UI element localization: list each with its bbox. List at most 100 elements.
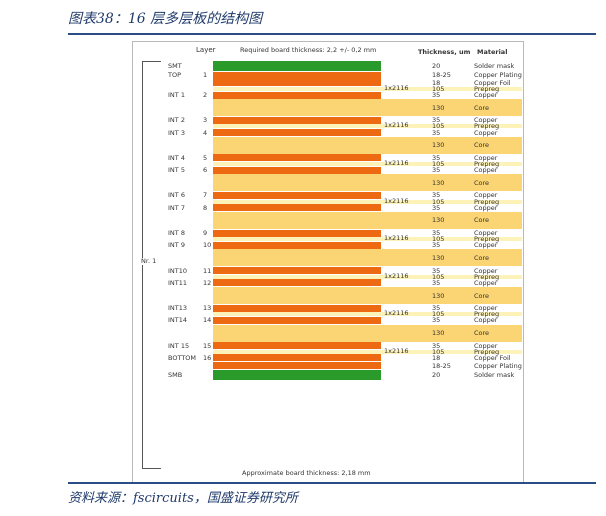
copper-bar bbox=[213, 362, 381, 370]
core-band bbox=[213, 136, 522, 154]
layer-number: 16 bbox=[203, 353, 212, 362]
thickness-value: 105 bbox=[432, 310, 445, 319]
required-thickness: Required board thickness: 2,2 +/- 0,2 mm bbox=[240, 46, 377, 54]
material-value: Core bbox=[474, 103, 490, 112]
material-value: Core bbox=[474, 178, 490, 187]
thickness-header: Thickness, um bbox=[418, 48, 471, 56]
material-value: Copper bbox=[474, 304, 498, 313]
material-value: Copper bbox=[474, 153, 498, 162]
prepreg-label: 1x2116 bbox=[384, 234, 409, 243]
prepreg-label: 1x2116 bbox=[384, 121, 409, 130]
layer-name: INT 6 bbox=[168, 191, 185, 200]
thickness-value: 35 bbox=[432, 166, 441, 175]
material-value: Copper bbox=[474, 316, 498, 325]
copper-bar bbox=[213, 354, 381, 362]
thickness-value: 35 bbox=[432, 91, 441, 100]
thickness-value: 105 bbox=[432, 235, 445, 244]
material-value: Copper bbox=[474, 278, 498, 287]
material-value: Prepreg bbox=[474, 197, 500, 206]
layer-number: 8 bbox=[203, 203, 208, 212]
thickness-value: 35 bbox=[432, 203, 441, 212]
thickness-value: 35 bbox=[432, 241, 441, 250]
copper-bar bbox=[213, 154, 381, 162]
layer-name: INT 5 bbox=[168, 166, 185, 175]
material-value: Prepreg bbox=[474, 160, 500, 169]
layer-number: 13 bbox=[203, 304, 212, 313]
thickness-value: 130 bbox=[432, 141, 445, 150]
layer-name: INT 4 bbox=[168, 153, 185, 162]
layer-name: INT10 bbox=[168, 266, 188, 275]
stack-label: Nr. 1 bbox=[140, 257, 158, 265]
copper-bar bbox=[213, 79, 381, 87]
material-value: Copper Foil bbox=[474, 78, 511, 87]
prepreg-band bbox=[213, 237, 522, 242]
material-value: Prepreg bbox=[474, 235, 500, 244]
copper-bar bbox=[213, 304, 381, 312]
layer-name: INT 8 bbox=[168, 229, 185, 238]
core-band bbox=[213, 287, 522, 304]
approx-thickness: Approximate board thickness: 2,18 mm bbox=[242, 469, 371, 477]
layer-number: 4 bbox=[203, 128, 208, 137]
core-band bbox=[213, 249, 522, 267]
thickness-value: 105 bbox=[432, 347, 445, 356]
material-value: Core bbox=[474, 253, 490, 262]
material-value: Copper Plating bbox=[474, 361, 522, 370]
prepreg-band bbox=[213, 86, 522, 91]
material-value: Copper bbox=[474, 203, 498, 212]
material-value: Copper bbox=[474, 191, 498, 200]
layer-number: 1 bbox=[203, 71, 208, 80]
source-note: 资料来源：fscircuits，国盛证券研究所 bbox=[68, 491, 298, 506]
prepreg-band bbox=[213, 349, 522, 354]
material-value: Solder mask bbox=[474, 62, 515, 70]
layer-name: INT 1 bbox=[168, 91, 185, 100]
thickness-value: 130 bbox=[432, 291, 445, 300]
material-value: Copper bbox=[474, 229, 498, 238]
layer-number: 12 bbox=[203, 278, 212, 287]
thickness-value: 130 bbox=[432, 103, 445, 112]
prepreg-label: 1x2116 bbox=[384, 83, 409, 92]
layer-number: 6 bbox=[203, 166, 208, 175]
thickness-value: 105 bbox=[432, 160, 445, 169]
copper-bar bbox=[213, 241, 381, 249]
copper-bar bbox=[213, 279, 381, 287]
prepreg-band bbox=[213, 124, 522, 129]
layer-name: INT 9 bbox=[168, 241, 185, 250]
layer-name: INT11 bbox=[168, 278, 188, 287]
material-value: Prepreg bbox=[474, 347, 500, 356]
material-value: Copper bbox=[474, 166, 498, 175]
core-band bbox=[213, 99, 522, 117]
prepreg-label: 1x2116 bbox=[384, 309, 409, 318]
thickness-value: 18-25 bbox=[432, 71, 451, 80]
layer-name: TOP bbox=[168, 71, 182, 80]
thickness-value: 130 bbox=[432, 329, 445, 338]
thickness-value: 35 bbox=[432, 304, 441, 313]
copper-bar bbox=[213, 71, 381, 79]
layer-number: 9 bbox=[203, 229, 208, 238]
prepreg-band bbox=[213, 274, 522, 279]
material-header: Material bbox=[477, 48, 508, 56]
layer-name: BOTTOM bbox=[168, 353, 197, 362]
thickness-value: 35 bbox=[432, 191, 441, 200]
thickness-value: 35 bbox=[432, 266, 441, 275]
prepreg-label: 1x2116 bbox=[384, 196, 409, 205]
material-value: Core bbox=[474, 216, 490, 225]
thickness-value: 20 bbox=[432, 370, 441, 379]
thickness-value: 20 bbox=[432, 62, 441, 70]
thickness-value: 35 bbox=[432, 153, 441, 162]
core-band bbox=[213, 324, 522, 342]
material-value: Copper bbox=[474, 241, 498, 250]
thickness-value: 35 bbox=[432, 341, 441, 350]
layer-name: SMT bbox=[168, 62, 182, 70]
prepreg-label: 1x2116 bbox=[384, 346, 409, 355]
copper-bar bbox=[213, 129, 381, 137]
thickness-value: 105 bbox=[432, 197, 445, 206]
thickness-value: 35 bbox=[432, 316, 441, 325]
solder-mask-bar bbox=[213, 61, 381, 71]
thickness-value: 18-25 bbox=[432, 361, 451, 370]
prepreg-band bbox=[213, 312, 522, 317]
copper-bar bbox=[213, 116, 381, 124]
thickness-value: 105 bbox=[432, 272, 445, 281]
material-value: Core bbox=[474, 329, 490, 338]
prepreg-label: 1x2116 bbox=[384, 159, 409, 168]
copper-bar bbox=[213, 342, 381, 350]
